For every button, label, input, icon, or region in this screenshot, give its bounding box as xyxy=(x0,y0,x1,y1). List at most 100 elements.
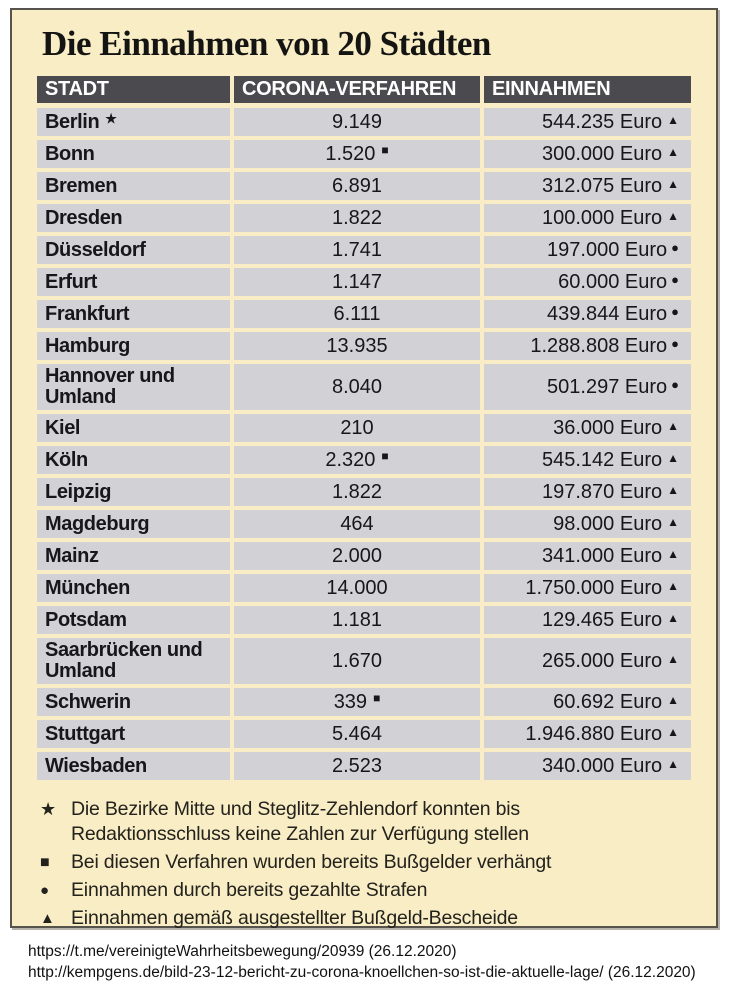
infographic-box: Die Einnahmen von 20 Städten STADT CORON… xyxy=(10,8,718,929)
stadt-label: Stuttgart xyxy=(45,722,125,745)
verfahren-value: 9.149 xyxy=(331,110,383,133)
table-row: Mainz 2.000 341.000 Euro ▲ xyxy=(37,542,691,570)
square-icon: ■ xyxy=(40,854,50,871)
verfahren-value: 2.320 xyxy=(325,448,376,471)
verfahren-value: 2.523 xyxy=(331,754,383,777)
verfahren-value: 1.147 xyxy=(331,270,383,293)
verfahren-cell: 1.670 xyxy=(234,638,480,684)
stadt-cell: Kiel xyxy=(37,414,230,442)
einnahmen-cell: 439.844 Euro ● xyxy=(484,300,691,328)
einnahmen-value: 439.844 Euro xyxy=(547,302,668,325)
triangle-marker-icon: ▲ xyxy=(667,145,679,159)
verfahren-cell: 1.741 xyxy=(234,236,480,264)
table-row: Erfurt 1.147 60.000 Euro ● xyxy=(37,268,691,296)
einnahmen-cell: 265.000 Euro ▲ xyxy=(484,638,691,684)
square-marker-icon: ■ xyxy=(373,691,381,705)
table-row: Berlin ★ 9.149 544.235 Euro ▲ xyxy=(37,108,691,136)
table-row: Hamburg 13.935 1.288.808 Euro ● xyxy=(37,332,691,360)
einnahmen-value: 100.000 Euro xyxy=(542,206,663,229)
stadt-cell: München xyxy=(37,574,230,602)
triangle-marker-icon: ▲ xyxy=(667,757,679,771)
stadt-cell: Berlin ★ xyxy=(37,108,230,136)
einnahmen-value: 340.000 Euro xyxy=(542,754,663,777)
verfahren-cell: 1.147 xyxy=(234,268,480,296)
einnahmen-value: 312.075 Euro xyxy=(542,174,663,197)
einnahmen-value: 545.142 Euro xyxy=(542,448,663,471)
stadt-cell: Düsseldorf xyxy=(37,236,230,264)
triangle-marker-icon: ▲ xyxy=(667,515,679,529)
verfahren-cell: 339 ■ xyxy=(234,688,480,716)
einnahmen-cell: 545.142 Euro ▲ xyxy=(484,446,691,474)
table-row: Potsdam 1.181 129.465 Euro ▲ xyxy=(37,606,691,634)
stadt-cell: Frankfurt xyxy=(37,300,230,328)
table-row: Schwerin 339 ■ 60.692 Euro ▲ xyxy=(37,688,691,716)
footnote: ● Einnahmen durch bereits gezahlte Strafe… xyxy=(40,878,691,903)
einnahmen-value: 501.297 Euro xyxy=(547,375,668,398)
einnahmen-cell: 36.000 Euro ▲ xyxy=(484,414,691,442)
table-row: Leipzig 1.822 197.870 Euro ▲ xyxy=(37,478,691,506)
page-title: Die Einnahmen von 20 Städten xyxy=(42,24,491,63)
source-links: https://t.me/vereinigteWahrheitsbewegung… xyxy=(28,941,696,983)
table-row: Bremen 6.891 312.075 Euro ▲ xyxy=(37,172,691,200)
stadt-label: Dresden xyxy=(45,206,123,229)
einnahmen-value: 197.870 Euro xyxy=(542,480,663,503)
table-row: Köln 2.320 ■ 545.142 Euro ▲ xyxy=(37,446,691,474)
table-row: Frankfurt 6.111 439.844 Euro ● xyxy=(37,300,691,328)
table-row: Dresden 1.822 100.000 Euro ▲ xyxy=(37,204,691,232)
einnahmen-cell: 98.000 Euro ▲ xyxy=(484,510,691,538)
table-header-row: STADT CORONA-VERFAHREN EINNAHMEN xyxy=(37,76,691,103)
einnahmen-value: 36.000 Euro xyxy=(553,416,663,439)
triangle-marker-icon: ▲ xyxy=(667,113,679,127)
triangle-marker-icon: ▲ xyxy=(667,451,679,465)
star-icon: ★ xyxy=(40,799,56,819)
triangle-marker-icon: ▲ xyxy=(667,693,679,707)
table-row: Saarbrücken und Umland 1.670 265.000 Euro ▲ xyxy=(37,638,691,684)
verfahren-cell: 5.464 xyxy=(234,720,480,748)
verfahren-value: 14.000 xyxy=(326,576,388,599)
source-line: http://kempgens.de/bild-23-12-bericht-zu… xyxy=(28,964,696,981)
einnahmen-value: 544.235 Euro xyxy=(542,110,663,133)
verfahren-cell: 14.000 xyxy=(234,574,480,602)
verfahren-value: 8.040 xyxy=(331,375,383,398)
footnote: ★ Die Bezirke Mitte und Steglitz-Zehlendo… xyxy=(40,797,691,847)
table-row: Bonn 1.520 ■ 300.000 Euro ▲ xyxy=(37,140,691,168)
einnahmen-value: 1.288.808 Euro xyxy=(530,334,668,357)
einnahmen-value: 98.000 Euro xyxy=(553,512,663,535)
table-row: Düsseldorf 1.741 197.000 Euro ● xyxy=(37,236,691,264)
stadt-label: Wiesbaden xyxy=(45,754,147,777)
einnahmen-value: 265.000 Euro xyxy=(542,649,663,672)
einnahmen-cell: 197.870 Euro ▲ xyxy=(484,478,691,506)
footnote-text: Einnahmen gemäß ausgestellter Bußgeld-Be… xyxy=(71,907,518,929)
stadt-label: München xyxy=(45,576,130,599)
einnahmen-cell: 1.288.808 Euro ● xyxy=(484,332,691,360)
verfahren-cell: 1.181 xyxy=(234,606,480,634)
footnote-text: Bei diesen Verfahren wurden bereits Bußg… xyxy=(71,851,552,873)
stadt-cell: Bonn xyxy=(37,140,230,168)
verfahren-cell: 6.111 xyxy=(234,300,480,328)
stadt-label: Magdeburg xyxy=(45,512,150,535)
table-row: Kiel 210 36.000 Euro ▲ xyxy=(37,414,691,442)
einnahmen-value: 129.465 Euro xyxy=(542,608,663,631)
verfahren-value: 339 xyxy=(333,690,368,713)
stadt-label: Hannover und Umland xyxy=(45,365,175,408)
verfahren-value: 1.822 xyxy=(331,206,383,229)
einnahmen-cell: 1.946.880 Euro ▲ xyxy=(484,720,691,748)
source-line: https://t.me/vereinigteWahrheitsbewegung… xyxy=(28,943,457,960)
triangle-marker-icon: ▲ xyxy=(667,209,679,223)
stadt-cell: Erfurt xyxy=(37,268,230,296)
verfahren-value: 5.464 xyxy=(331,722,383,745)
column-header-einnahmen: EINNAHMEN xyxy=(484,76,691,103)
stadt-cell: Wiesbaden xyxy=(37,752,230,780)
star-marker-icon: ★ xyxy=(105,110,117,126)
stadt-label: Bremen xyxy=(45,174,118,197)
einnahmen-cell: 60.000 Euro ● xyxy=(484,268,691,296)
verfahren-cell: 6.891 xyxy=(234,172,480,200)
footnote-text: Die Bezirke Mitte und Steglitz-Zehlendor… xyxy=(71,798,529,845)
stadt-label: Frankfurt xyxy=(45,302,130,325)
einnahmen-value: 1.750.000 Euro xyxy=(525,576,663,599)
triangle-marker-icon: ▲ xyxy=(667,579,679,593)
einnahmen-cell: 501.297 Euro ● xyxy=(484,364,691,410)
stadt-label: Berlin xyxy=(45,110,100,133)
stadt-cell: Leipzig xyxy=(37,478,230,506)
triangle-marker-icon: ▲ xyxy=(667,725,679,739)
